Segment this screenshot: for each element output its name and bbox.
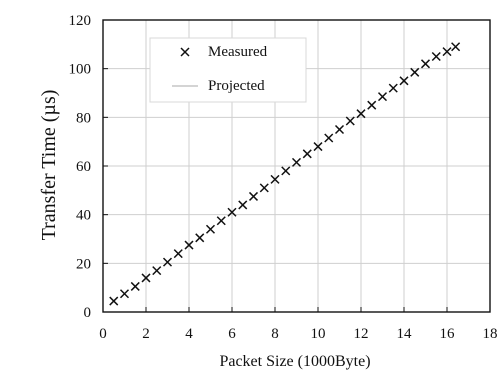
legend-box	[149, 37, 307, 103]
measured-point	[119, 289, 130, 299]
y-tick-label: 0	[84, 305, 92, 321]
measured-point	[334, 124, 345, 135]
measured-point	[205, 224, 216, 234]
x-tick-label: 6	[228, 326, 236, 342]
measured-point	[420, 59, 431, 69]
legend-label-projected: Projected	[208, 78, 265, 94]
measured-point	[410, 67, 420, 77]
measured-point	[356, 109, 366, 119]
measured-point	[184, 240, 194, 250]
measured-point	[141, 273, 151, 283]
measured-point	[173, 249, 183, 259]
x-tick-label: 10	[311, 326, 326, 342]
x-tick-label: 2	[142, 326, 150, 342]
measured-point	[109, 296, 119, 306]
x-tick-label: 8	[271, 326, 279, 342]
x-tick-label: 12	[354, 326, 369, 342]
axes	[102, 19, 491, 313]
legend-x-marker	[180, 47, 190, 57]
x-axis-title: Packet Size (1000Byte)	[219, 353, 370, 370]
x-tick-label: 4	[185, 326, 193, 342]
legend: Measured Projected	[149, 37, 307, 103]
y-tick-label: 100	[69, 62, 92, 78]
measured-point	[388, 83, 398, 93]
x-tick-label: 16	[440, 326, 456, 342]
measured-point	[291, 157, 302, 167]
measured-point	[431, 51, 441, 62]
x-tick-label: 0	[99, 326, 107, 342]
measured-point	[238, 200, 248, 210]
measured-point	[270, 174, 280, 184]
measured-point	[324, 133, 334, 143]
measured-point	[227, 207, 237, 217]
measured-point	[377, 92, 388, 102]
measured-point	[259, 183, 269, 193]
y-tick-label: 60	[76, 159, 91, 175]
measured-point	[248, 191, 259, 201]
measured-points	[109, 42, 461, 306]
measured-point	[152, 266, 162, 276]
y-tick-label: 80	[76, 110, 91, 126]
x-tick-label: 18	[483, 326, 498, 342]
measured-point	[130, 281, 140, 291]
y-tick-label: 20	[76, 256, 91, 272]
y-tick-label: 120	[69, 13, 92, 29]
legend-marker-measured	[180, 47, 190, 57]
measured-point	[399, 76, 409, 86]
measured-point	[451, 42, 461, 52]
tick-labels: 0 2 4 6 8 10 12 14 16 18 0 20 40 60 80 100 120	[69, 13, 498, 342]
measured-point	[216, 216, 226, 226]
measured-point	[367, 100, 377, 110]
measured-point	[162, 257, 173, 267]
measured-point	[313, 142, 323, 152]
measured-point	[281, 166, 291, 176]
measured-point	[302, 149, 312, 159]
measured-point	[195, 233, 205, 243]
measured-point	[442, 47, 452, 57]
y-tick-label: 40	[76, 208, 91, 224]
y-axis-title: Transfer Time (µs)	[38, 90, 60, 241]
x-tick-label: 14	[397, 326, 413, 342]
measured-point	[345, 116, 355, 126]
legend-label-measured: Measured	[208, 44, 268, 60]
